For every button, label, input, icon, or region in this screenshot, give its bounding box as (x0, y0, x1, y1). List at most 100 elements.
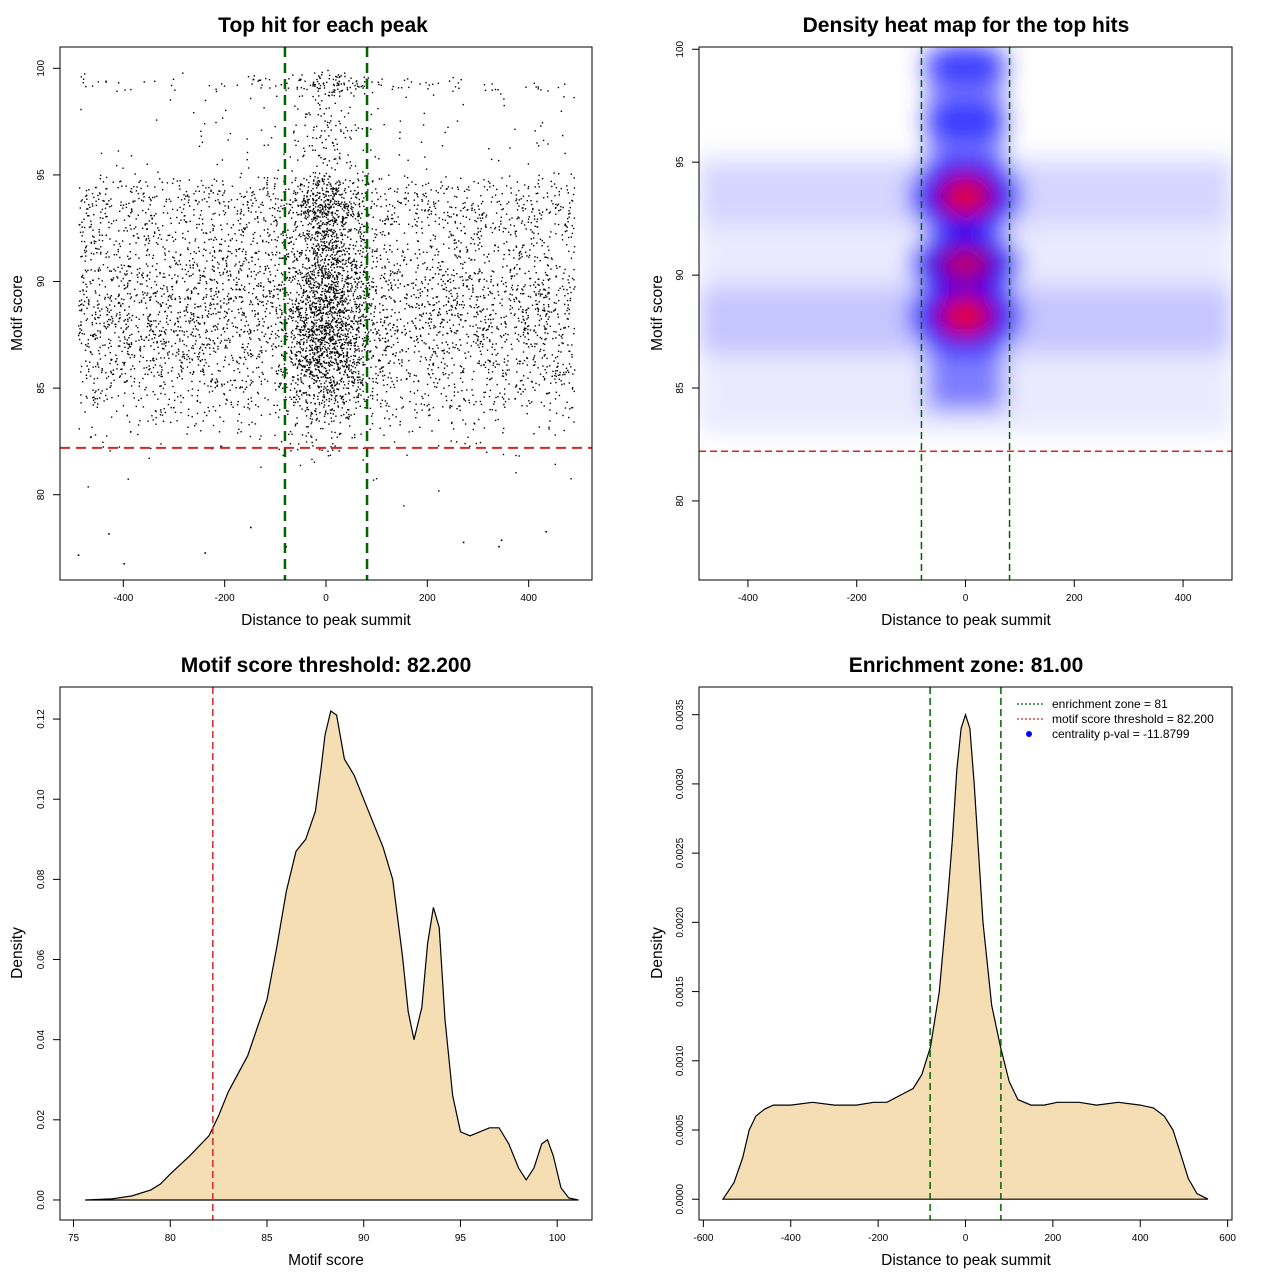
scatter-point (398, 363, 401, 365)
scatter-point (327, 259, 330, 261)
scatter-point (428, 408, 431, 410)
scatter-point (328, 181, 330, 184)
scatter-point (406, 177, 409, 179)
scatter-point (292, 306, 294, 308)
scatter-point (337, 302, 340, 304)
scatter-point (299, 204, 302, 207)
scatter-point (460, 242, 462, 244)
scatter-point (536, 334, 539, 337)
scatter-point (314, 365, 316, 367)
scatter-point (175, 355, 177, 357)
scatter-point (352, 376, 354, 378)
scatter-point (322, 327, 324, 329)
scatter-point (339, 361, 342, 364)
scatter-point (337, 332, 340, 334)
scatter-point (533, 215, 536, 217)
scatter-point (342, 338, 345, 340)
scatter-point (346, 298, 348, 301)
scatter-point (319, 232, 322, 235)
scatter-point (452, 76, 454, 79)
scatter-point (332, 387, 334, 389)
scatter-point (344, 223, 346, 225)
scatter-point (99, 217, 102, 219)
scatter-point (99, 397, 101, 399)
scatter-point (370, 128, 372, 130)
scatter-point (370, 113, 372, 116)
scatter-point (400, 396, 402, 398)
scatter-point (356, 349, 358, 351)
scatter-point (312, 199, 315, 201)
scatter-point (306, 243, 308, 245)
scatter-point (508, 369, 510, 371)
scatter-point (390, 315, 392, 317)
scatter-point (325, 387, 327, 389)
scatter-point (94, 338, 96, 341)
scatter-point (239, 265, 242, 267)
scatter-point (560, 380, 562, 382)
scatter-point (209, 252, 211, 254)
scatter-point (339, 183, 341, 185)
scatter-point (450, 292, 452, 295)
scatter-point (548, 212, 550, 214)
scatter-point (125, 185, 127, 187)
scatter-point (288, 211, 290, 213)
scatter-point (311, 247, 314, 249)
scatter-point (359, 381, 362, 384)
scatter-point (538, 291, 540, 293)
scatter-point (238, 413, 240, 415)
scatter-point (566, 189, 569, 191)
scatter-point (353, 396, 355, 399)
scatter-point (308, 181, 310, 184)
scatter-point (311, 441, 313, 444)
scatter-point (476, 306, 478, 309)
scatter-point (253, 270, 255, 273)
scatter-point (488, 325, 490, 327)
scatter-point (477, 231, 480, 233)
scatter-point (328, 244, 330, 246)
scatter-point (396, 272, 398, 275)
scatter-point (431, 277, 434, 279)
scatter-point (182, 208, 185, 210)
scatter-point (204, 411, 206, 414)
scatter-point (286, 236, 288, 239)
scatter-point (240, 431, 242, 433)
scatter-point (309, 316, 312, 318)
scatter-point (222, 282, 224, 285)
scatter-point (430, 356, 432, 359)
scatter-point (383, 309, 385, 311)
scatter-point (489, 314, 491, 316)
scatter-point (99, 310, 101, 312)
scatter-point (518, 189, 520, 192)
scatter-point (422, 397, 424, 400)
scatter-point (321, 449, 323, 451)
scatter-point (146, 325, 149, 328)
scatter-point (170, 329, 172, 331)
scatter-point (431, 354, 433, 356)
scatter-point (530, 343, 532, 345)
scatter-point (455, 308, 457, 310)
scatter-point (562, 334, 564, 336)
scatter-point (229, 251, 231, 253)
scatter-point (360, 280, 363, 283)
scatter-point (364, 319, 366, 321)
scatter-point (566, 401, 568, 403)
scatter-point (327, 235, 330, 238)
scatter-point (537, 283, 539, 286)
scatter-point (554, 378, 556, 380)
scatter-point (122, 331, 124, 334)
scatter-point (160, 373, 162, 375)
scatter-point (307, 201, 309, 203)
scatter-point (149, 271, 151, 274)
scatter-point (102, 264, 105, 266)
scatter-point (481, 334, 483, 336)
scatter-point (327, 323, 330, 325)
scatter-point (192, 345, 194, 347)
scatter-point (341, 246, 343, 248)
scatter-point (294, 139, 296, 142)
scatter-point (345, 327, 347, 330)
scatter-point (342, 259, 345, 261)
scatter-point (223, 392, 225, 395)
scatter-point (518, 360, 521, 362)
scatter-point (340, 242, 343, 244)
scatter-point (310, 223, 312, 225)
